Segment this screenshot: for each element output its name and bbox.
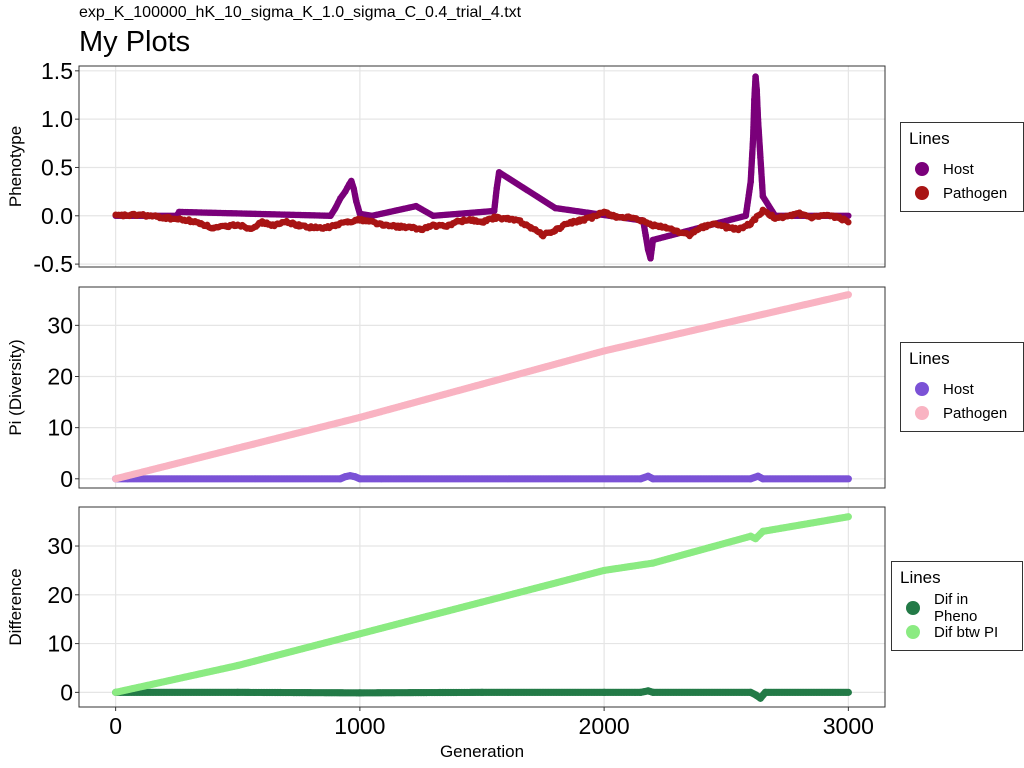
legend-item-pathogen: Pathogen — [909, 401, 1015, 425]
legend-diversity: Lines Host Pathogen — [900, 342, 1024, 432]
data-point — [844, 688, 852, 696]
legend-label-pathogen: Pathogen — [943, 184, 1008, 202]
legend-label-dif-pheno: Dif in Pheno — [934, 591, 978, 625]
y-tick-label: 20 — [47, 582, 73, 608]
legend-difference: Lines Dif in Pheno Dif btw PI — [891, 561, 1023, 651]
panel-border — [78, 286, 886, 489]
legend-item-host: Host — [909, 377, 1015, 401]
series-pathogen — [112, 206, 852, 240]
series-pathogen — [112, 291, 852, 483]
y-tick-label: 0 — [60, 679, 73, 705]
y-tick-label: 0.5 — [41, 154, 73, 180]
series-dif-btw-pi — [112, 513, 852, 696]
y-tick-label: 1.0 — [41, 106, 73, 132]
legend-swatch-host — [915, 382, 929, 396]
chart-title: My Plots — [79, 26, 191, 58]
legend-title: Lines — [900, 568, 941, 587]
x-tick-label: 1000 — [334, 713, 385, 739]
legend-swatch-pathogen — [915, 406, 929, 420]
legend-item-host: Host — [909, 157, 1015, 181]
y-tick-label: 30 — [47, 312, 73, 338]
x-tick-label: 2000 — [579, 713, 630, 739]
y-tick-label: 1.5 — [41, 58, 73, 84]
data-point — [844, 475, 852, 483]
legend-item-dif-pheno: Dif in Pheno — [900, 591, 1014, 625]
y-axis-title: Phenotype — [6, 126, 25, 207]
y-axis-title: Pi (Diversity) — [6, 339, 25, 435]
series-dif-in-pheno — [112, 687, 852, 702]
panel-border — [78, 65, 886, 268]
x-axis-title: Generation — [440, 742, 524, 761]
legend-swatch-host — [915, 162, 929, 176]
data-point — [845, 219, 852, 226]
y-tick-label: 0.0 — [41, 203, 73, 229]
y-tick-label: 20 — [47, 364, 73, 390]
y-tick-label: 10 — [47, 631, 73, 657]
legend-title: Lines — [909, 129, 950, 148]
legend-swatch-dif-pi — [906, 625, 920, 639]
y-tick-label: 30 — [47, 533, 73, 559]
legend-item-pathogen: Pathogen — [909, 181, 1015, 205]
legend-title: Lines — [909, 349, 950, 368]
panel-border — [78, 506, 886, 708]
legend-label-dif-pi: Dif btw PI — [934, 623, 999, 641]
x-tick-label: 3000 — [823, 713, 874, 739]
y-tick-label: -0.5 — [33, 251, 73, 277]
legend-label-host: Host — [943, 380, 974, 398]
y-tick-label: 0 — [60, 466, 73, 492]
legend-label-pathogen: Pathogen — [943, 404, 1008, 422]
x-tick-label: 0 — [109, 713, 122, 739]
legend-phenotype: Lines Host Pathogen — [900, 122, 1024, 212]
y-tick-label: 10 — [47, 415, 73, 441]
legend-label-host: Host — [943, 160, 974, 178]
legend-swatch-dif-pheno — [906, 601, 920, 615]
legend-item-dif-pi: Dif btw PI — [900, 620, 1014, 644]
legend-swatch-pathogen — [915, 186, 929, 200]
y-axis-title: Difference — [6, 568, 25, 645]
data-point — [844, 291, 852, 299]
data-point — [844, 513, 852, 521]
series-host — [112, 472, 852, 483]
chart-subtitle: exp_K_100000_hK_10_sigma_K_1.0_sigma_C_0… — [79, 4, 522, 21]
